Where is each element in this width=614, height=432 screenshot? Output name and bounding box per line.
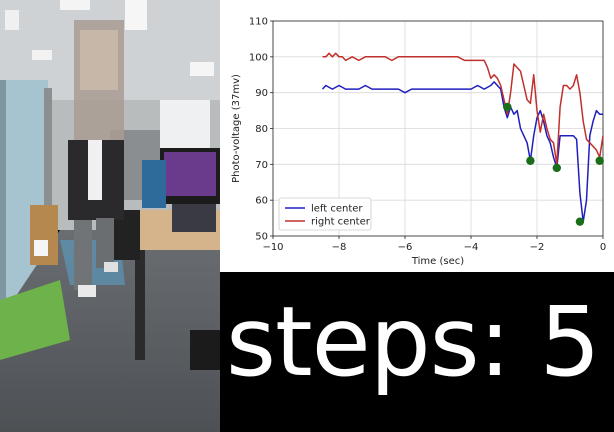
y-tick-label: 80	[255, 124, 268, 135]
step-counter-panel: steps: 5	[220, 272, 614, 432]
step-marker-point	[552, 163, 561, 173]
x-tick-label: −4	[464, 242, 479, 253]
x-tick-label: 0	[600, 242, 606, 253]
y-tick-label: 50	[255, 232, 268, 243]
step-markers	[503, 102, 604, 226]
y-tick-label: 90	[255, 88, 268, 99]
y-axis-label: Photo-voltage (37mv)	[231, 74, 242, 183]
chart-series	[321, 52, 604, 223]
x-tick-label: −8	[332, 242, 347, 253]
step-marker-point	[503, 102, 512, 112]
y-tick-label: 70	[255, 160, 268, 171]
step-counter-text: steps: 5	[226, 286, 601, 398]
series-line-right-center	[322, 52, 604, 166]
y-tick-label: 110	[249, 17, 268, 28]
y-tick-label: 60	[255, 196, 268, 207]
x-tick-label: −2	[530, 242, 545, 253]
step-marker-point	[595, 156, 604, 165]
legend-label-right-center: right center	[311, 217, 371, 228]
x-tick-label: −6	[398, 242, 413, 253]
step-marker-point	[575, 217, 585, 226]
chart-legend: left center right center	[278, 197, 372, 231]
x-tick-label: −10	[262, 242, 283, 253]
photo-voltage-chart-panel: −10 −8 −6 −4 −2 0 50 60 70 80 90 100 110 Time (sec) …	[220, 0, 614, 272]
person-walking-office-photo-icon	[0, 0, 220, 432]
y-tick-label: 100	[249, 52, 268, 63]
legend-label-left-center: left center	[311, 204, 363, 215]
camera-photo	[0, 0, 220, 432]
chart-ticks: −10 −8 −6 −4 −2 0 50 60 70 80 90 100 110	[249, 17, 606, 254]
x-axis-label: Time (sec)	[411, 256, 464, 267]
legend-box	[278, 197, 372, 231]
step-marker-point	[526, 156, 535, 165]
